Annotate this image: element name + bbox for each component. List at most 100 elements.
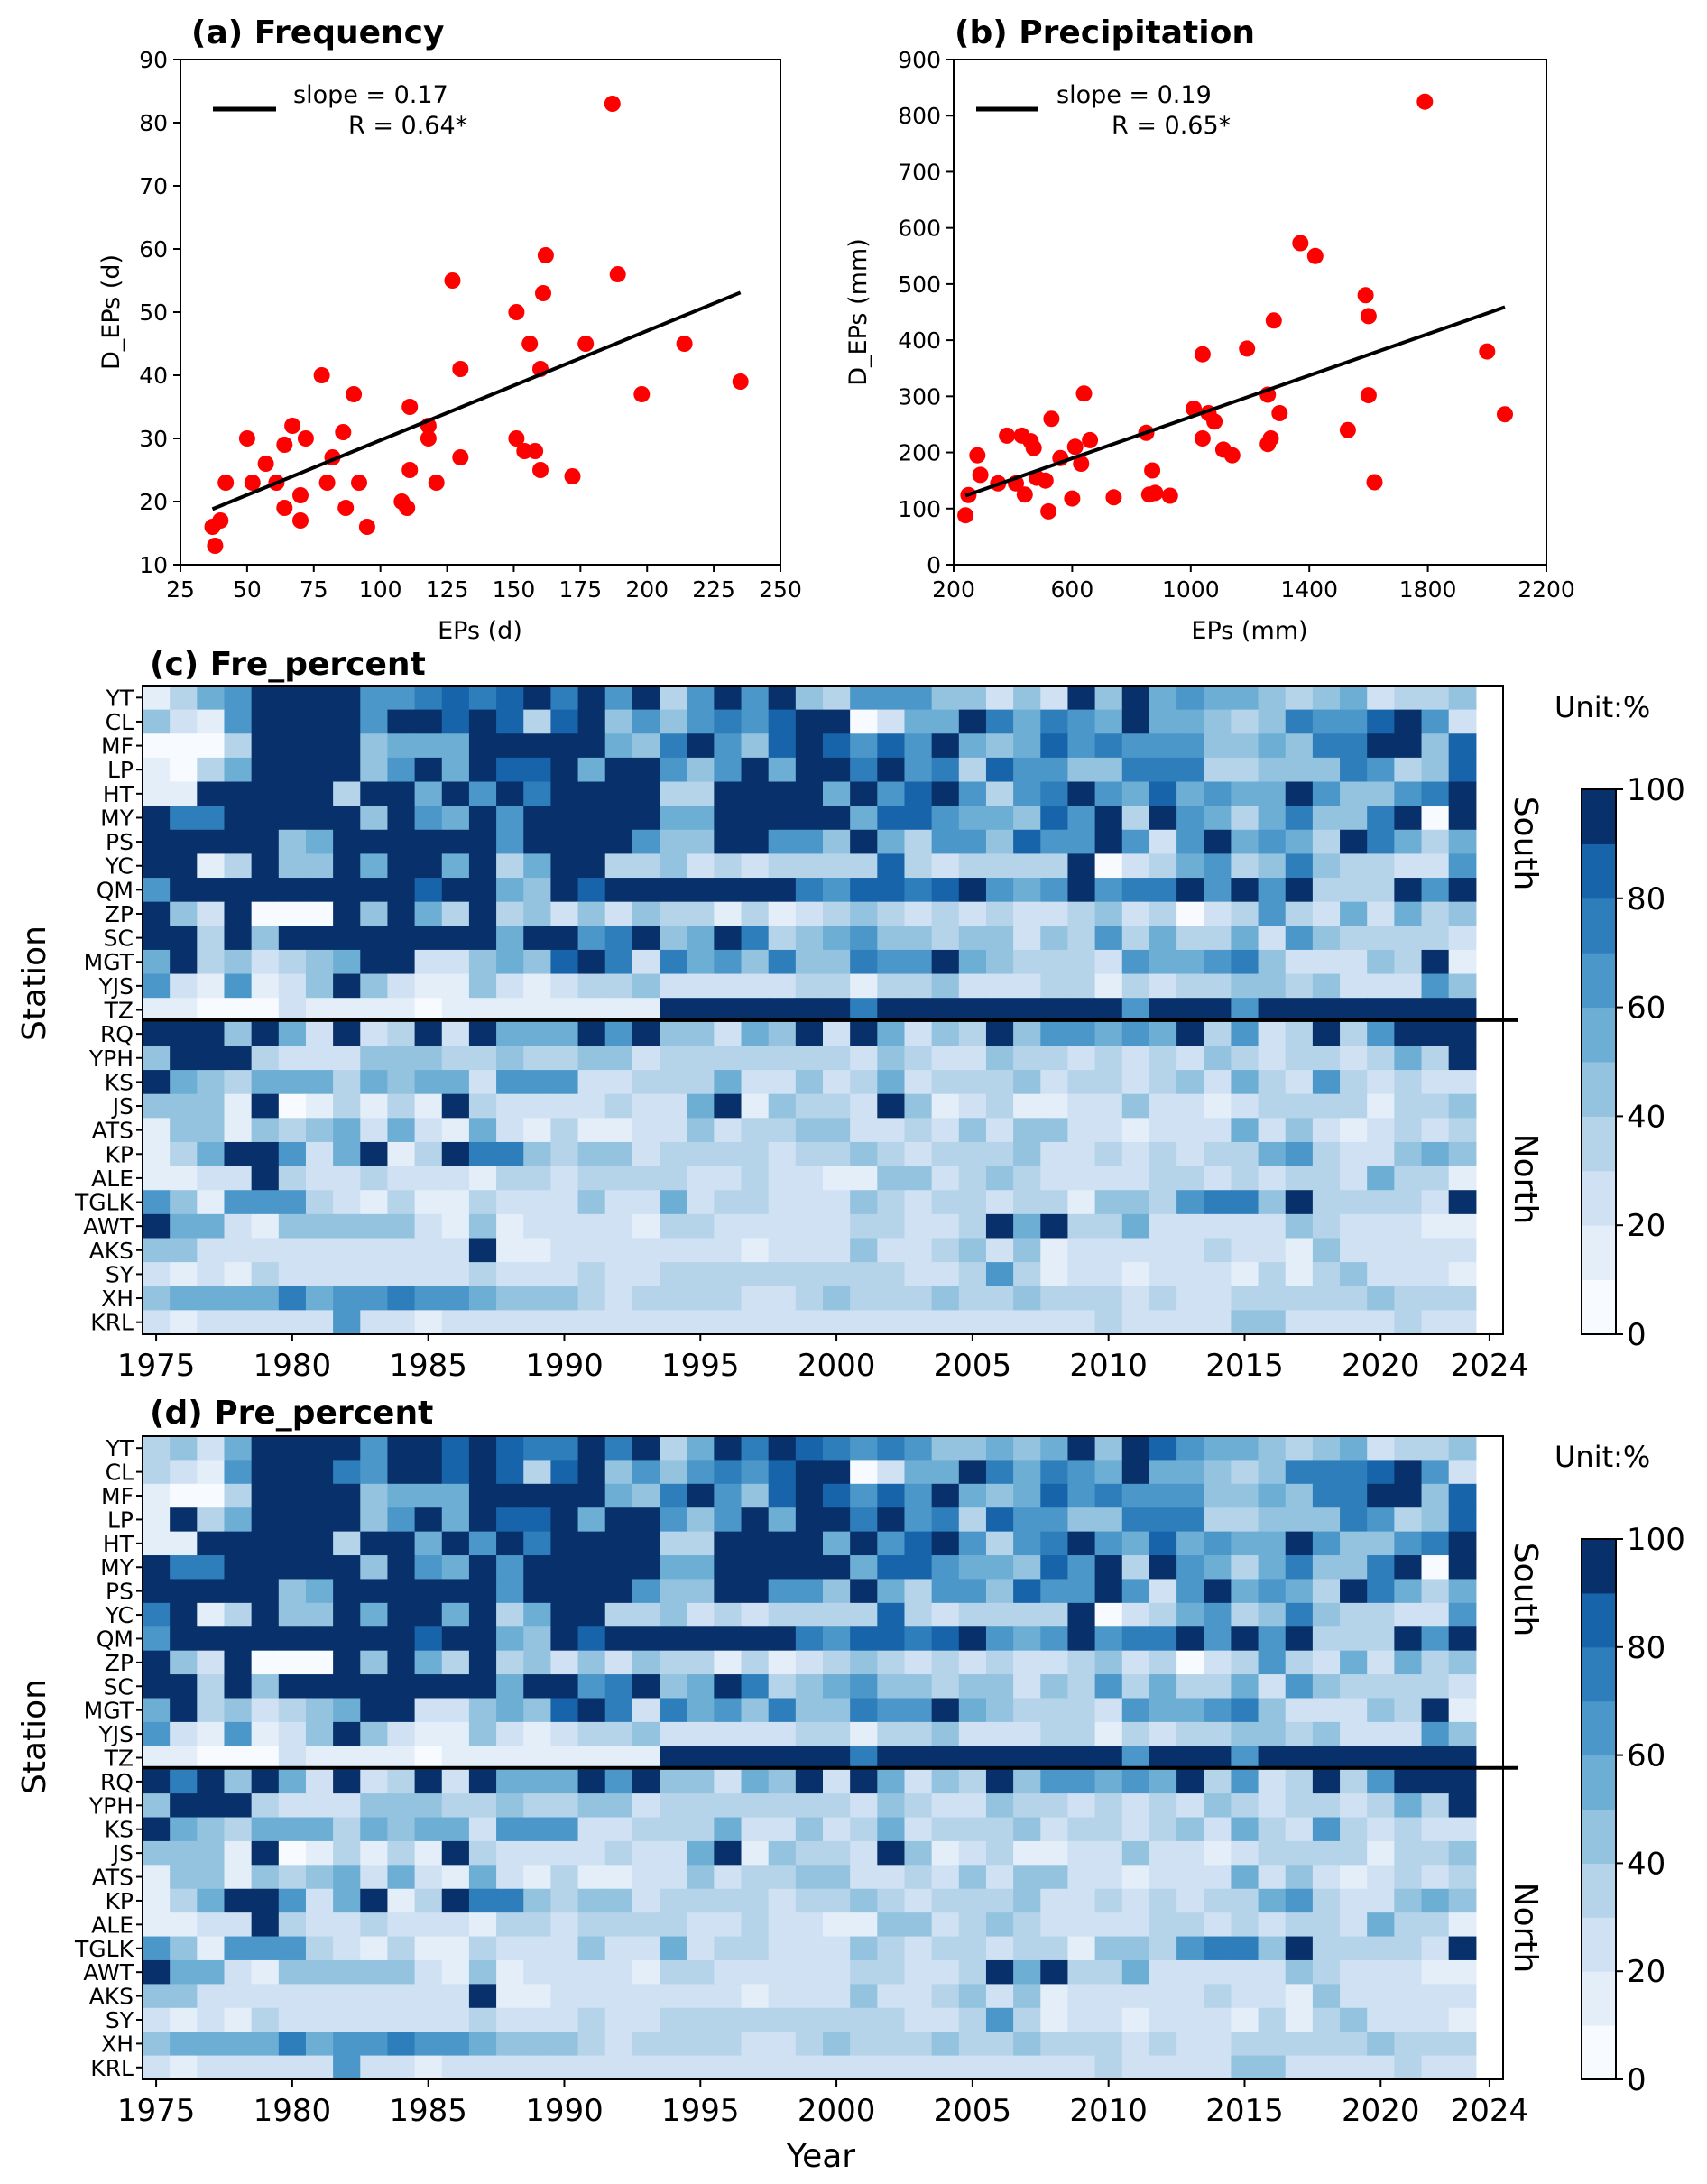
heatmap-cell (278, 806, 307, 831)
heatmap-cell (795, 781, 824, 806)
colorbar-segment (1582, 1809, 1616, 1864)
heatmap-cell (577, 1840, 606, 1866)
heatmap-cell (660, 686, 687, 711)
panel-c-region-south: South (1507, 797, 1544, 891)
heatmap-cell (197, 806, 226, 831)
heatmap-cell (441, 1507, 470, 1533)
heatmap-cell (278, 1698, 307, 1723)
heatmap-cell (414, 1286, 443, 1311)
heatmap-cell (441, 1555, 470, 1580)
heatmap-cell (143, 1070, 171, 1095)
heatmap-cell (1094, 1602, 1123, 1627)
heatmap-cell (1094, 1888, 1123, 1913)
heatmap-cell (1367, 1483, 1395, 1508)
heatmap-cell (823, 1769, 851, 1794)
heatmap-cell (1448, 1483, 1477, 1508)
heatmap-cell (197, 733, 226, 759)
heatmap-cell (985, 1579, 1014, 1604)
heatmap-cell (468, 1021, 497, 1047)
heatmap-cell (1367, 781, 1395, 806)
heatmap-cell (170, 1959, 198, 1985)
heatmap-cell (1421, 1769, 1450, 1794)
heatmap-cell (1231, 1769, 1259, 1794)
heatmap-cell (795, 1118, 824, 1143)
heatmap-cell (360, 1507, 389, 1533)
heatmap-cell (224, 1093, 253, 1119)
heatmap-cell (523, 757, 551, 783)
heatmap-cell (414, 853, 443, 879)
heatmap-cell (1231, 1286, 1259, 1311)
heatmap-cell (1176, 1602, 1204, 1627)
heatmap-cell (1421, 1650, 1450, 1675)
heatmap-cell (714, 686, 743, 711)
heatmap-cell (360, 1840, 389, 1866)
heatmap-cell (143, 1793, 171, 1819)
scatter-point (508, 304, 525, 320)
heatmap-cell (197, 1118, 226, 1143)
heatmap-cell (1121, 1888, 1150, 1913)
heatmap-cell (795, 949, 824, 975)
heatmap-cell (360, 973, 389, 999)
heatmap-cell (1067, 1021, 1096, 1047)
heatmap-cell (904, 1093, 933, 1119)
heatmap-cell (333, 1912, 361, 1938)
heatmap-cell (1040, 1093, 1069, 1119)
heatmap-cell (251, 781, 280, 806)
heatmap-cell (877, 1936, 906, 1961)
heatmap-cell (170, 926, 198, 951)
year-tick-label: 2000 (798, 1348, 876, 1384)
heatmap-cell (1285, 1650, 1314, 1675)
heatmap-cell (1121, 1602, 1150, 1627)
heatmap-cell (170, 1865, 198, 1890)
heatmap-cell (550, 1650, 579, 1675)
heatmap-cell (333, 901, 361, 926)
heatmap-cell (143, 1046, 171, 1071)
heatmap-cell (985, 1118, 1014, 1143)
heatmap-cell (1067, 878, 1096, 903)
heatmap-cell (1258, 878, 1287, 903)
heatmap-cell (604, 1840, 633, 1866)
heatmap-cell (714, 1984, 743, 2009)
station-label: ALE (91, 1166, 134, 1192)
heatmap-cell (741, 1936, 770, 1961)
heatmap-cell (1040, 1021, 1069, 1047)
heatmap-cell (958, 1865, 987, 1890)
scatter-point (284, 418, 301, 434)
heatmap-cell (577, 1238, 606, 1263)
heatmap-cell (1258, 1865, 1287, 1890)
heatmap-cell (1312, 1936, 1341, 1961)
heatmap-cell (468, 1626, 497, 1652)
heatmap-cell (387, 1262, 416, 1287)
heatmap-cell (687, 1817, 715, 1842)
heatmap-cell (1367, 1626, 1395, 1652)
heatmap-cell (1094, 1840, 1123, 1866)
heatmap-cell (550, 1190, 579, 1215)
heatmap-cell (550, 1817, 579, 1842)
heatmap-cell (904, 1579, 933, 1604)
heatmap-cell (305, 1936, 334, 1961)
heatmap-cell (1340, 973, 1368, 999)
heatmap-cell (550, 1262, 579, 1287)
heatmap-cell (305, 973, 334, 999)
heatmap-cell (1204, 1626, 1232, 1652)
heatmap-cell (904, 1959, 933, 1985)
heatmap-cell (823, 2032, 851, 2057)
heatmap-cell (441, 1238, 470, 1263)
heatmap-cell (632, 1793, 660, 1819)
heatmap-cell (904, 901, 933, 926)
heatmap-cell (143, 1840, 171, 1866)
heatmap-cell (904, 926, 933, 951)
scatter-point (1416, 93, 1434, 110)
scatter-point (444, 272, 461, 289)
heatmap-cell (496, 1213, 524, 1239)
heatmap-cell (550, 1959, 579, 1985)
heatmap-cell (360, 1141, 389, 1167)
heatmap-cell (850, 1507, 878, 1533)
heatmap-cell (958, 1912, 987, 1938)
heatmap-cell (1258, 2032, 1287, 2057)
heatmap-cell (1312, 781, 1341, 806)
heatmap-cell (632, 1555, 660, 1580)
heatmap-cell (441, 2055, 470, 2080)
heatmap-cell (1067, 1555, 1096, 1580)
